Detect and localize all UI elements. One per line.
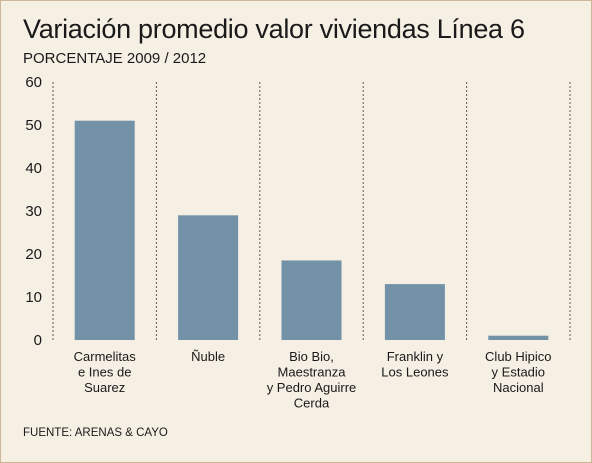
x-category-label-2: Bio Bio, Maestranza y Pedro Aguirre Cerda (267, 349, 357, 411)
y-tick-label-4: 40 (25, 160, 42, 177)
x-category-label-line: e Ines de (78, 365, 132, 380)
y-tick-label-3: 30 (25, 203, 42, 220)
x-category-label-line: Club Hipico (485, 349, 551, 364)
bar-3 (384, 284, 445, 340)
x-category-label-line: Bio Bio, (289, 349, 334, 364)
x-category-label-line: Carmelitas (74, 349, 137, 364)
chart-title: Variación promedio valor viviendas Línea… (23, 14, 525, 44)
x-category-label-3: Franklin y Los Leones (381, 349, 449, 380)
x-category-label-line: Cerda (294, 396, 330, 411)
x-category-label-line: Maestranza (278, 365, 347, 380)
bar-0 (74, 120, 135, 340)
bar-4 (488, 335, 549, 340)
bar-1 (178, 215, 239, 340)
x-category-label-line: Ñuble (191, 349, 225, 364)
y-tick-label-1: 10 (25, 289, 42, 306)
x-category-label-4: Club Hipico y Estadio Nacional (485, 349, 551, 395)
y-tick-label-6: 60 (25, 74, 42, 91)
x-category-label-1: Ñuble (191, 349, 225, 364)
y-tick-label-0: 0 (34, 332, 42, 349)
x-category-label-line: Suarez (84, 380, 125, 395)
x-category-label-line: Los Leones (381, 365, 449, 380)
y-tick-label-2: 20 (25, 246, 42, 263)
y-tick-label-5: 50 (25, 117, 42, 134)
bar-2 (281, 260, 342, 340)
x-category-label-line: y Pedro Aguirre (267, 380, 357, 395)
x-category-label-0: Carmelitas e Ines de Suarez (74, 349, 137, 395)
x-category-label-line: y Estadio (492, 365, 545, 380)
x-category-label-line: Nacional (493, 380, 544, 395)
x-category-label-line: Franklin y (387, 349, 444, 364)
chart-subtitle: PORCENTAJE 2009 / 2012 (23, 50, 207, 67)
source-note: FUENTE: ARENAS & CAYO (23, 427, 168, 439)
